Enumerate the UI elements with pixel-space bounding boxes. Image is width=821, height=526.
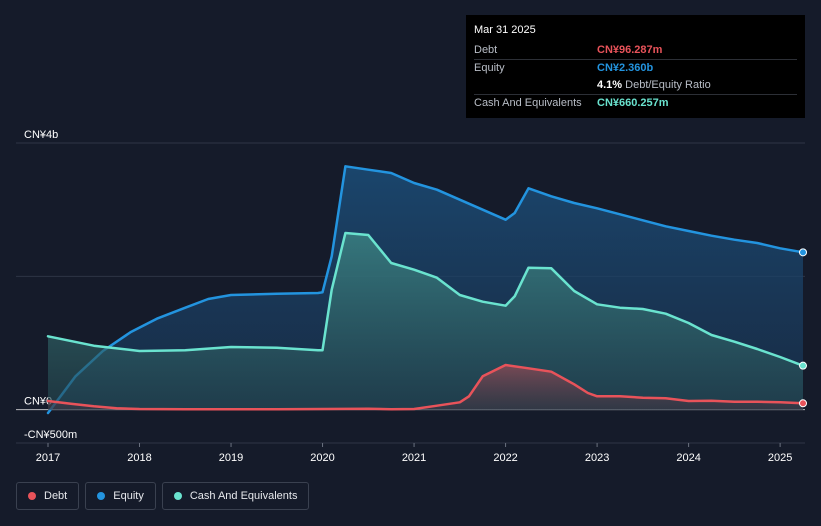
legend-item-debt[interactable]: Debt (16, 482, 80, 510)
chart-legend: Debt Equity Cash And Equivalents (16, 482, 310, 510)
debt-end-point (799, 399, 807, 408)
debt-line (46, 363, 805, 411)
tooltip-row-ratio: 4.1% Debt/Equity Ratio (474, 77, 797, 94)
tooltip-label: Equity (474, 62, 505, 74)
tooltip-value-debt: CN¥96.287m (597, 44, 663, 56)
tooltip-date: Mar 31 2025 (474, 24, 536, 36)
legend-item-equity[interactable]: Equity (85, 482, 156, 510)
tooltip-value-cash: CN¥660.257m (597, 97, 669, 109)
tooltip-label: Debt (474, 44, 498, 56)
cash-dot-icon (173, 492, 182, 500)
legend-label: Debt (44, 490, 68, 502)
tooltip-panel: Mar 31 2025 Debt CN¥96.287m Equity CN¥2.… (466, 15, 805, 118)
x-tick-label: 2017 (36, 452, 60, 464)
x-tick-label: 2025 (768, 452, 792, 464)
cash-end-point (799, 361, 807, 370)
x-tick-label: 2024 (676, 452, 700, 464)
debt-area (48, 365, 803, 410)
x-tick-label: 2020 (310, 452, 334, 464)
debt-dot-icon (28, 492, 36, 500)
legend-item-cash[interactable]: Cash And Equivalents (161, 482, 310, 510)
y-tick-label: -CN¥500m (24, 429, 77, 441)
y-tick-label: CN¥0 (24, 396, 52, 408)
tooltip-label (474, 77, 597, 94)
x-tick-label: 2021 (402, 452, 426, 464)
tooltip-label: Cash And Equivalents (474, 97, 582, 109)
legend-label: Equity (113, 490, 144, 502)
x-tick-label: 2022 (493, 452, 517, 464)
equity-end-point (799, 248, 807, 257)
x-tick-label: 2018 (127, 452, 151, 464)
x-tick-label: 2023 (585, 452, 609, 464)
tooltip-value-equity: CN¥2.360b (597, 62, 654, 74)
tooltip-row-cash: Cash And Equivalents CN¥660.257m (474, 94, 797, 112)
equity-line (46, 165, 805, 415)
y-tick-label: CN¥4b (24, 129, 58, 141)
x-tick-label: 2019 (219, 452, 243, 464)
tooltip-row-debt: Debt CN¥96.287m (474, 42, 797, 59)
tooltip-row-equity: Equity CN¥2.360b (474, 59, 797, 77)
ratio-value: 4.1% (597, 79, 623, 91)
ratio-suffix: Debt/Equity Ratio (625, 79, 711, 91)
legend-label: Cash And Equivalents (189, 490, 298, 502)
equity-dot-icon (97, 492, 106, 500)
cash-area (48, 233, 803, 410)
tooltip-value-ratio: 4.1% Debt/Equity Ratio (597, 77, 711, 94)
cash-line (46, 231, 805, 367)
